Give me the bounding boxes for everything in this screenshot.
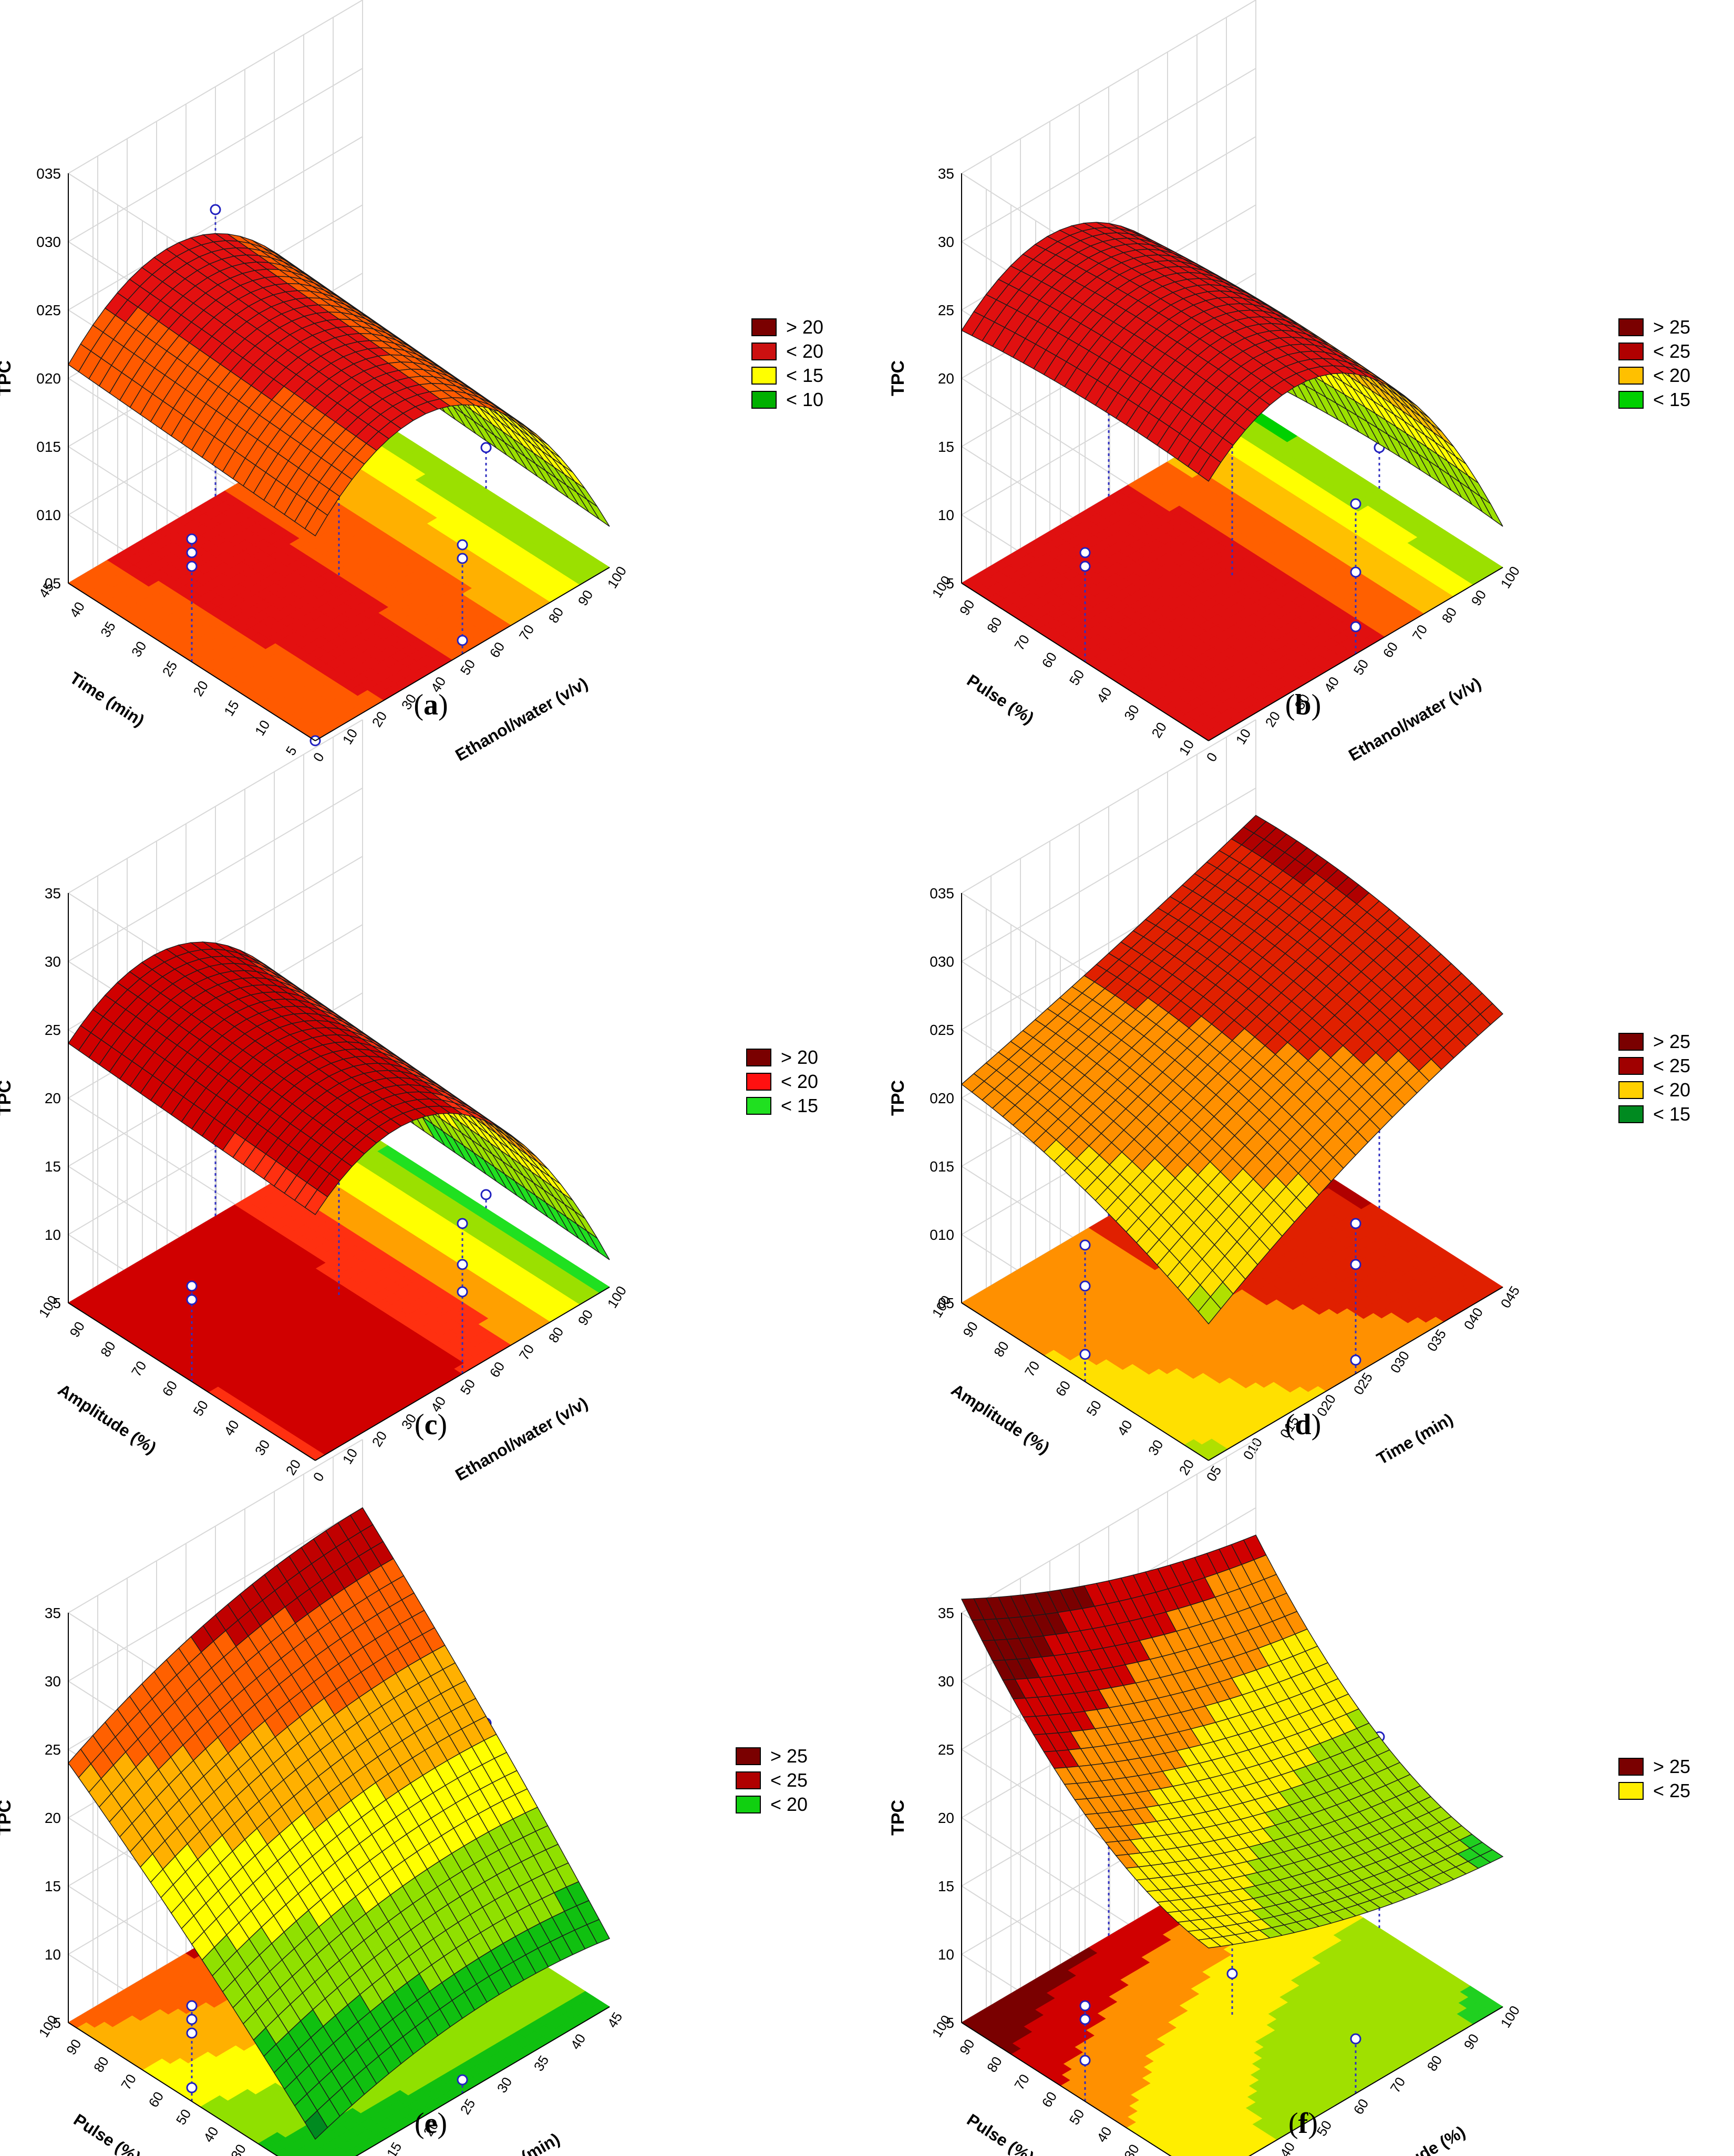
y-tick-label: 40 — [1093, 685, 1115, 706]
y-tick-label: 40 — [66, 599, 88, 620]
x-tick-label: 80 — [1439, 605, 1460, 626]
z-tick-label: 15 — [45, 1158, 61, 1175]
z-axis-title: TPC — [888, 360, 908, 396]
observed-point — [480, 442, 492, 453]
y-tick-label: 30 — [1121, 702, 1142, 723]
z-tick-label: 10 — [938, 507, 954, 523]
panel-d: 0501001502002503003504004520304050607080… — [888, 719, 1523, 1484]
observed-point — [457, 1259, 468, 1270]
z-tick-label: 10 — [45, 1227, 61, 1243]
observed-point — [210, 204, 221, 215]
y-tick-label: 20 — [283, 1457, 304, 1478]
z-tick-label: 035 — [36, 165, 61, 182]
z-tick-label: 25 — [45, 1022, 61, 1038]
z-tick-label: 05 — [45, 575, 61, 592]
z-tick-label: 30 — [45, 953, 61, 970]
x-tick-label: 70 — [516, 622, 538, 643]
observed-point — [186, 1294, 198, 1305]
observed-point — [1079, 547, 1091, 558]
y-tick-label: 60 — [1039, 649, 1060, 670]
x-tick-label: 50 — [457, 657, 479, 678]
z-tick-label: 015 — [36, 439, 61, 455]
observed-point — [1350, 566, 1361, 578]
y-tick-label: 70 — [128, 1358, 150, 1379]
observed-point — [480, 1189, 492, 1200]
x-tick-label: 60 — [1380, 639, 1401, 660]
observed-point — [186, 547, 198, 558]
observed-point — [457, 553, 468, 564]
y-tick-label: 10 — [252, 717, 273, 738]
observed-point — [457, 539, 468, 551]
panel-c: 0102030405060708090100203040506070809010… — [0, 719, 629, 1485]
y-tick-label: 80 — [984, 614, 1005, 635]
y-tick-label: 50 — [190, 1397, 211, 1418]
y-tick-label: 70 — [1011, 632, 1033, 653]
z-tick-label: 35 — [938, 165, 954, 182]
x-tick-label: 80 — [545, 1324, 567, 1345]
z-tick-label: 010 — [36, 507, 61, 523]
y-axis-title: Amplitude (%) — [55, 1380, 160, 1457]
observed-point — [186, 1280, 198, 1292]
z-tick-label: 20 — [45, 1090, 61, 1106]
x-tick-label: 10 — [339, 1446, 361, 1467]
observed-point — [1079, 561, 1091, 572]
panel-a-response-surface — [68, 233, 610, 537]
observed-point — [186, 533, 198, 545]
panel-b: 0102030405060708090100102030405060708090… — [888, 0, 1523, 765]
y-tick-label: 80 — [97, 1339, 119, 1360]
x-tick-label: 60 — [487, 639, 508, 660]
x-tick-label: 0 — [1203, 750, 1221, 764]
z-axis-title: TPC — [0, 1080, 15, 1116]
y-tick-label: 10 — [1176, 737, 1198, 758]
y-tick-label: 30 — [128, 638, 150, 659]
y-tick-label: 50 — [1066, 667, 1088, 688]
x-tick-label: 70 — [1409, 622, 1431, 643]
x-tick-label: 90 — [575, 587, 596, 608]
observed-point — [457, 635, 468, 646]
x-tick-label: 10 — [1233, 726, 1254, 747]
z-tick-label: 15 — [938, 439, 954, 455]
y-tick-label: 30 — [252, 1437, 273, 1458]
y-tick-label: 90 — [956, 597, 978, 618]
y-tick-label: 40 — [221, 1417, 242, 1438]
x-tick-label: 0 — [310, 750, 327, 764]
x-tick-label: 50 — [457, 1376, 479, 1397]
z-tick-label: 030 — [36, 234, 61, 250]
z-tick-label: 020 — [36, 370, 61, 387]
y-axis-title: Pulse (%) — [964, 670, 1037, 728]
y-axis-title: Time (min) — [67, 668, 148, 730]
y-tick-label: 25 — [159, 658, 181, 679]
z-tick-label: 25 — [938, 302, 954, 318]
z-tick-label: 30 — [938, 234, 954, 250]
x-tick-label: 0 — [310, 1469, 327, 1484]
y-tick-label: 90 — [66, 1319, 88, 1340]
panel-a: 0102030405060708090100510152025303540450… — [0, 0, 629, 765]
observed-point — [186, 561, 198, 572]
observed-point — [1350, 621, 1361, 633]
x-tick-label: 90 — [575, 1307, 596, 1328]
y-tick-label: 20 — [190, 678, 211, 699]
z-axis-title: TPC — [0, 360, 15, 396]
x-tick-label: 80 — [545, 605, 567, 626]
y-tick-label: 5 — [283, 743, 300, 758]
y-tick-label: 60 — [159, 1378, 181, 1399]
y-tick-label: 20 — [1148, 719, 1170, 740]
z-tick-label: 5 — [53, 1295, 61, 1311]
z-tick-label: 20 — [938, 370, 954, 387]
z-tick-label: 35 — [45, 885, 61, 901]
observed-point — [1350, 498, 1361, 510]
y-tick-label: 15 — [221, 698, 242, 719]
z-tick-label: 5 — [946, 575, 954, 592]
x-tick-label: 50 — [1350, 657, 1372, 678]
x-tick-label: 90 — [1468, 587, 1490, 608]
z-tick-label: 025 — [36, 302, 61, 318]
x-tick-label: 70 — [516, 1342, 538, 1363]
observed-point — [457, 1218, 468, 1229]
observed-point — [457, 1286, 468, 1298]
y-tick-label: 35 — [97, 619, 119, 640]
x-tick-label: 60 — [487, 1359, 508, 1380]
x-tick-label: 10 — [339, 726, 361, 747]
